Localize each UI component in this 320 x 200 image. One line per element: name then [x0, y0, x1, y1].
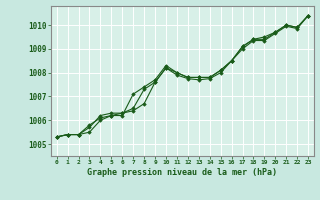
- X-axis label: Graphe pression niveau de la mer (hPa): Graphe pression niveau de la mer (hPa): [87, 168, 277, 177]
